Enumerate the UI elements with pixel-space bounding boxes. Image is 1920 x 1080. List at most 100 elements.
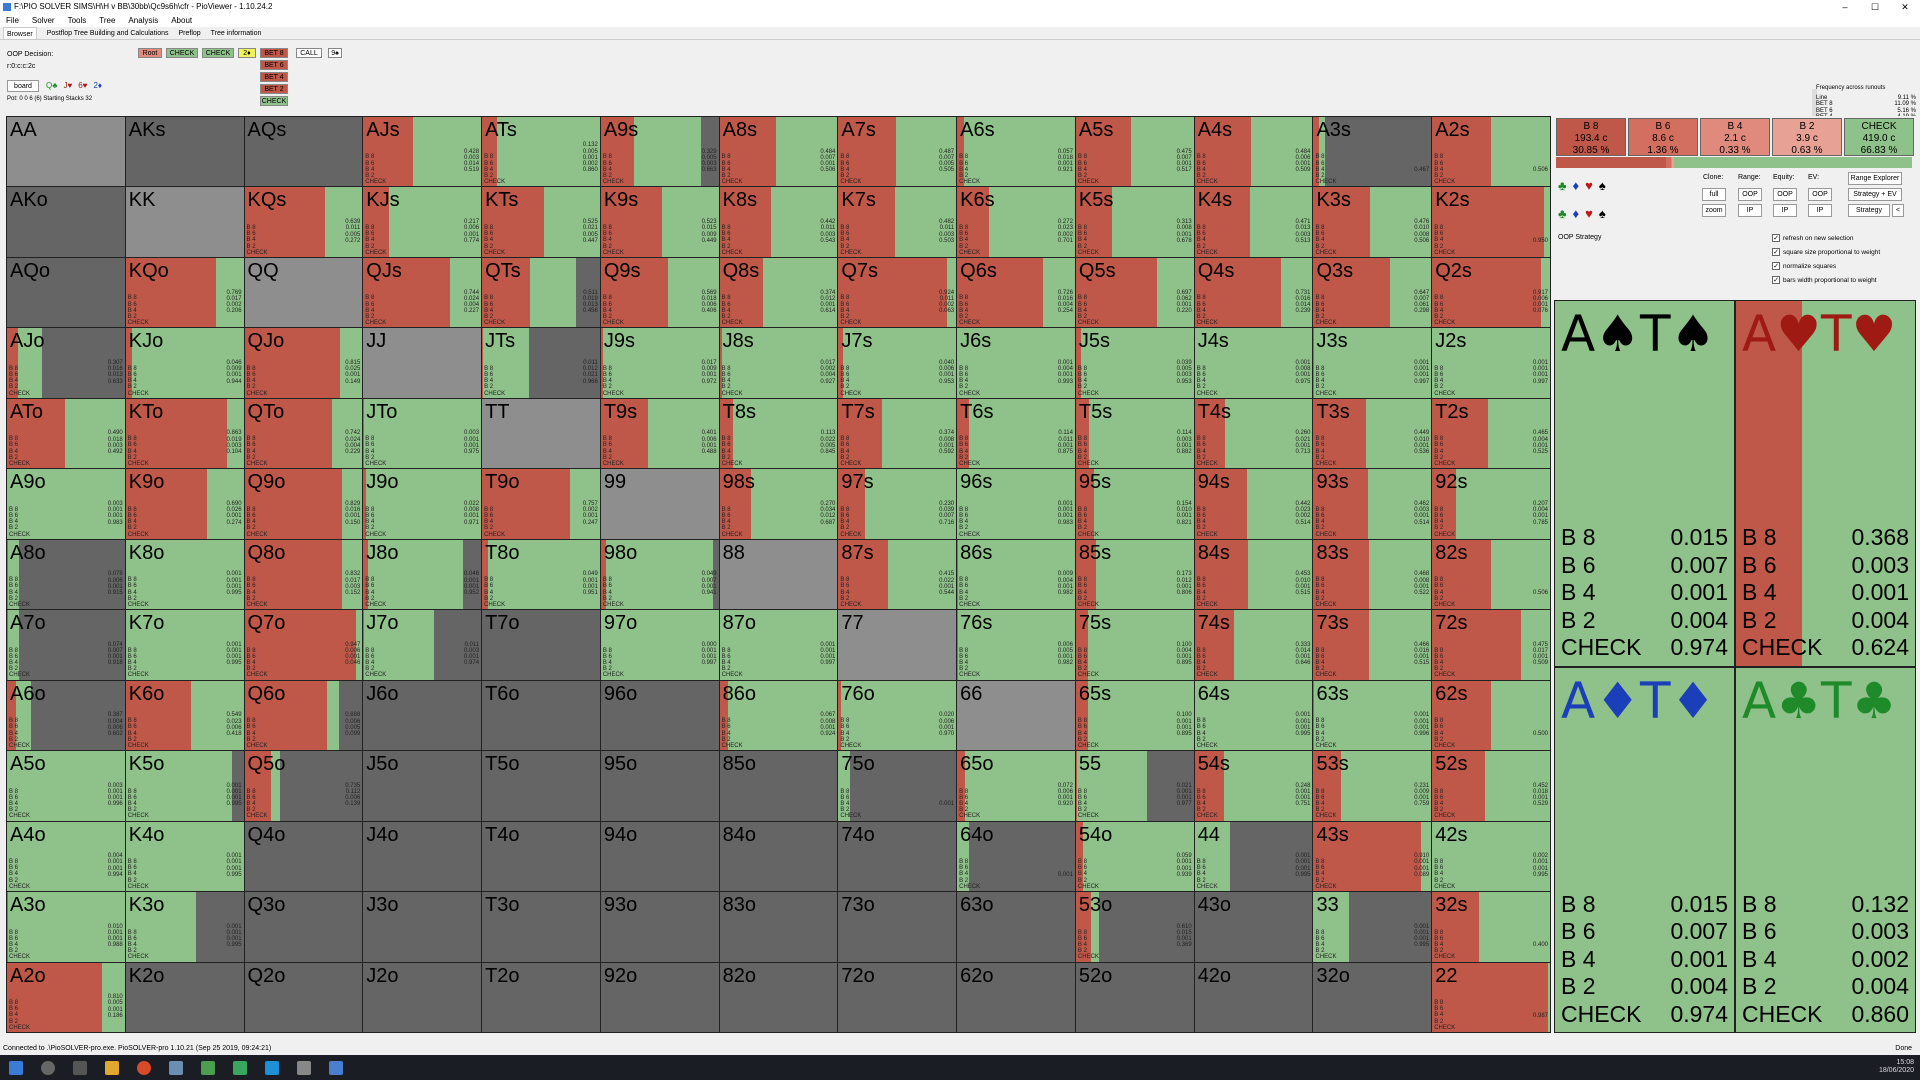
hand-cell[interactable]: 84o: [719, 821, 838, 892]
back-button[interactable]: <: [1892, 204, 1904, 217]
spade-icon[interactable]: ♠: [1598, 178, 1606, 193]
hand-cell[interactable]: AQo: [7, 257, 125, 328]
hand-cell[interactable]: 74o: [838, 821, 957, 892]
full-button[interactable]: full: [1702, 188, 1726, 201]
hand-cell[interactable]: 95o: [600, 751, 719, 821]
hand-cell[interactable]: 94o: [600, 821, 719, 892]
hand-cell[interactable]: KK: [125, 187, 244, 257]
menu-analysis[interactable]: Analysis: [128, 16, 159, 25]
heart-icon[interactable]: ♥: [1585, 178, 1593, 193]
strategy-summary-box[interactable]: CHECK 419.0 c 66.83 %: [1844, 118, 1914, 156]
hand-cell[interactable]: 63o: [957, 892, 1075, 962]
hand-cell[interactable]: J3o: [363, 892, 482, 962]
menu-tools[interactable]: Tools: [67, 16, 87, 25]
hand-cell[interactable]: 62o: [957, 962, 1075, 1032]
hand-cell[interactable]: J5o: [363, 751, 482, 821]
hand-cell[interactable]: 73o: [838, 892, 957, 962]
normalize-checkbox[interactable]: ✓ normalize squares: [1772, 262, 1836, 270]
start-icon[interactable]: [9, 1060, 23, 1075]
chrome-icon[interactable]: [137, 1060, 151, 1075]
hand-cell[interactable]: Q4o: [244, 821, 363, 892]
hand-cell[interactable]: 92o: [600, 962, 719, 1032]
menu-tree[interactable]: Tree: [99, 16, 116, 25]
hand-cell[interactable]: QQ: [244, 257, 363, 328]
heart-icon[interactable]: ♥: [1585, 206, 1593, 221]
tab-browser[interactable]: Browser: [3, 27, 37, 39]
minimize-button[interactable]: –: [1842, 2, 1848, 12]
diamond-icon[interactable]: ♦: [1572, 206, 1580, 221]
strategy-ev-button[interactable]: Strategy + EV: [1848, 188, 1902, 201]
checkbox-icon[interactable]: ✓: [1772, 234, 1780, 242]
hand-cell[interactable]: 42o: [1194, 962, 1313, 1032]
checkbox-icon[interactable]: ✓: [1772, 276, 1780, 284]
hand-cell[interactable]: Q2o: [244, 962, 363, 1032]
menu-file[interactable]: File: [6, 16, 19, 25]
hand-cell[interactable]: T3o: [482, 892, 600, 962]
hand-cell[interactable]: TT: [482, 398, 600, 469]
tree-bet-button[interactable]: BET 4: [260, 72, 288, 82]
hand-cell[interactable]: 72o: [838, 962, 957, 1032]
strategy-summary-box[interactable]: B 6 8.6 c 1.36 %: [1628, 118, 1698, 156]
combo-box[interactable]: A♦T♦ B 8 0.015 B 6 0.007 B 4 0.001 B 2 0.004 CHEC…: [1555, 667, 1734, 1032]
skype-icon[interactable]: [265, 1060, 279, 1075]
hand-cell[interactable]: Q3o: [244, 892, 363, 962]
hand-cell[interactable]: J4o: [363, 821, 482, 892]
checkbox-icon[interactable]: ✓: [1772, 248, 1780, 256]
ev-ip-button[interactable]: IP: [1808, 204, 1832, 217]
hand-cell[interactable]: 32o: [1313, 962, 1432, 1032]
tab-tree-information[interactable]: Tree information: [210, 30, 262, 37]
tree-check-button[interactable]: CHECK: [202, 48, 234, 58]
combo-box[interactable]: A♠T♠ B 8 0.015 B 6 0.007 B 4 0.001 B 2 0.004 CHEC…: [1555, 301, 1734, 666]
hand-cell[interactable]: 85o: [719, 751, 838, 821]
tree-root-button[interactable]: Root: [138, 48, 162, 58]
